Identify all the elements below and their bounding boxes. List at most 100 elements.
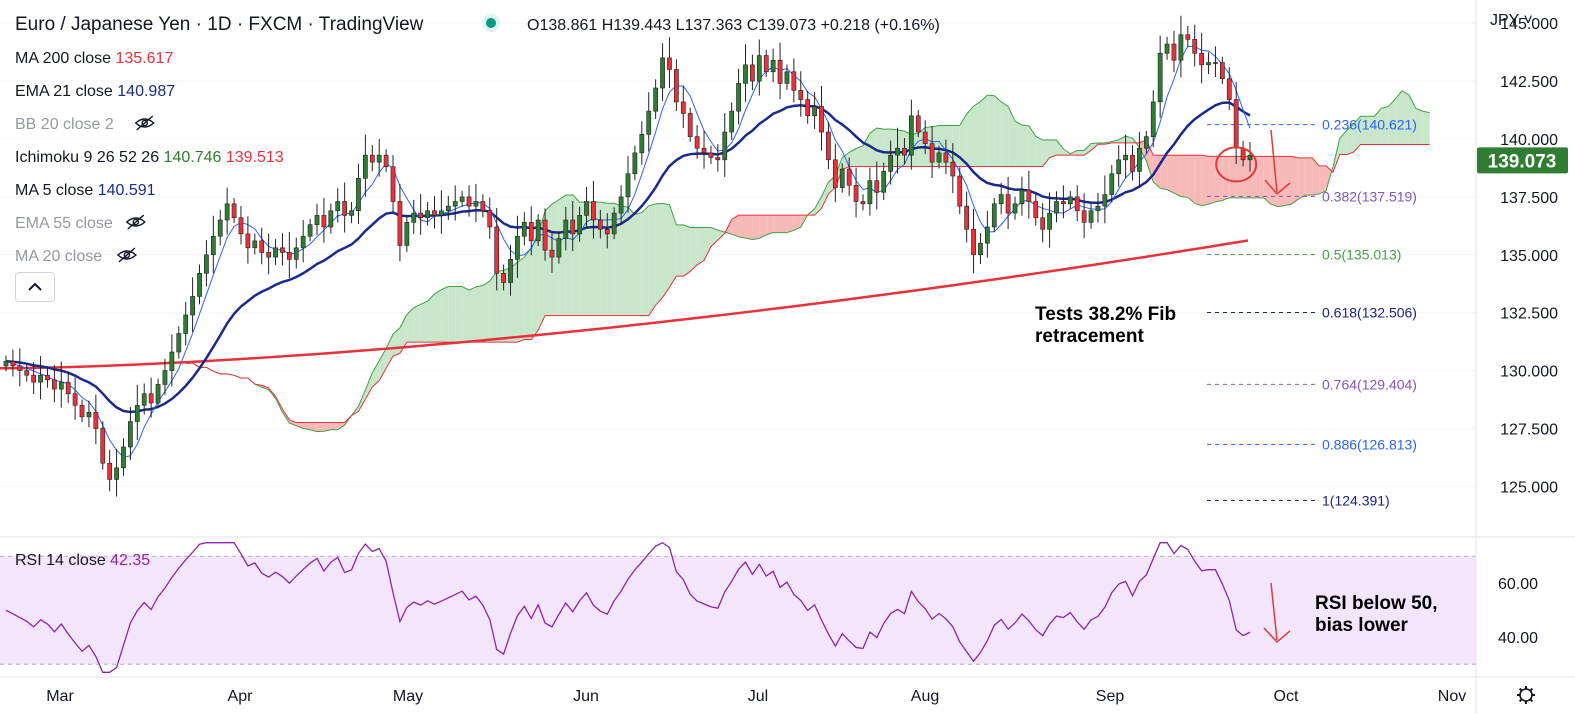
candle-body <box>895 147 900 156</box>
cloud-segment <box>1118 136 1126 143</box>
indicator-value: 135.617 <box>116 50 174 67</box>
y-tick-label: 132.500 <box>1500 306 1558 323</box>
candle-body <box>293 247 299 260</box>
candle-body <box>314 215 320 225</box>
candle-body <box>487 210 493 228</box>
cloud-segment <box>317 422 324 432</box>
candle-body <box>45 374 50 381</box>
x-tick-label: Oct <box>1274 688 1299 705</box>
candle-body <box>680 101 686 114</box>
candle-body <box>1171 43 1177 61</box>
cloud-segment <box>1408 94 1416 145</box>
cloud-segment <box>1208 156 1216 205</box>
cloud-segment <box>710 227 718 247</box>
y-tick-label: 140.000 <box>1500 132 1558 149</box>
cloud-segment <box>1360 116 1368 145</box>
candle-body <box>729 110 735 133</box>
cloud-segment <box>289 419 297 426</box>
candle-body <box>197 272 202 297</box>
ema21-line <box>5 101 1251 414</box>
ma200-path <box>0 239 1249 370</box>
ema21-path <box>5 101 1251 414</box>
candle-body <box>611 212 617 235</box>
indicator-legend-item[interactable]: EMA 55 close <box>15 215 113 232</box>
indicator-value: 140.591 <box>98 182 156 199</box>
candle-body <box>1219 62 1225 80</box>
candle-body <box>639 134 645 154</box>
eye-hidden-icon[interactable] <box>125 214 146 230</box>
gear-ring <box>1519 688 1533 702</box>
eye-pupil <box>123 251 131 259</box>
cloud-segment <box>565 194 573 316</box>
cloud-segment <box>780 215 787 233</box>
cloud-segment <box>1021 125 1029 167</box>
y-tick-label: 130.000 <box>1500 364 1558 381</box>
candle-body <box>1213 62 1218 64</box>
candle-body <box>363 154 368 179</box>
candle-body <box>1150 101 1156 137</box>
chart-title: Euro / Japanese Yen · 1D · FXCM · Tradin… <box>15 14 424 35</box>
indicator-legend-item[interactable]: BB 20 close 2 <box>15 116 114 133</box>
candle-body <box>1081 210 1087 223</box>
eye-slash <box>118 247 136 263</box>
cloud-segment <box>1194 155 1202 206</box>
ma200-line <box>0 239 1249 370</box>
x-tick-label: May <box>393 688 423 705</box>
candle-body <box>832 159 838 188</box>
cloud-segment <box>1049 140 1057 158</box>
cloud-segment <box>676 224 684 277</box>
indicator-legend-item[interactable]: Ichimoku 9 26 52 26 140.746 139.513 <box>15 149 284 166</box>
gear-tooth <box>1518 698 1523 703</box>
collapse-legend-button[interactable] <box>15 272 55 302</box>
candle-body <box>1067 196 1073 205</box>
indicator-legend-item[interactable]: MA 200 close 135.617 <box>15 50 173 67</box>
cloud-segment <box>303 422 311 430</box>
candle-body <box>708 152 714 158</box>
candle-body <box>1095 205 1101 212</box>
candle-body <box>494 226 500 274</box>
cloud-segment <box>358 390 366 412</box>
candle-body <box>217 219 223 237</box>
cloud-segment <box>503 267 511 343</box>
candle-body <box>86 411 92 418</box>
candle-body <box>1199 52 1204 66</box>
fib-label: 0.886(126.813) <box>1322 436 1417 452</box>
cloud-segment <box>1270 156 1278 207</box>
candle-body <box>459 196 465 202</box>
cloud-segment <box>1008 106 1016 167</box>
cloud-segment <box>1042 140 1050 167</box>
cloud-segment <box>1367 116 1375 145</box>
candle-body <box>307 224 313 237</box>
candle-body <box>687 113 693 137</box>
candle-body <box>128 421 133 448</box>
indicator-legend-item[interactable]: MA 20 close <box>15 248 102 265</box>
indicator-legend-item[interactable]: EMA 21 close 140.987 <box>15 83 175 100</box>
candle-body <box>238 217 244 235</box>
cloud-segment <box>496 270 504 343</box>
candle-body <box>867 180 873 205</box>
candle-body <box>584 201 589 216</box>
cloud-segment <box>683 224 691 277</box>
candle-body <box>38 374 43 383</box>
eye-hidden-icon[interactable] <box>134 115 155 131</box>
candle-body <box>1157 52 1163 103</box>
indicator-legend-item[interactable]: MA 5 close 140.591 <box>15 182 156 199</box>
settings-gear-icon[interactable] <box>1517 686 1535 704</box>
last-price-badge <box>1477 147 1568 174</box>
cloud-segment <box>980 95 988 167</box>
y-tick-label: 142.500 <box>1500 74 1558 91</box>
eye-hidden-icon[interactable] <box>116 247 137 263</box>
candle-body <box>72 393 78 406</box>
cloud-segment <box>379 348 387 381</box>
fib-label: 1(124.391) <box>1322 492 1390 508</box>
candle-body <box>121 446 126 469</box>
candle-body <box>356 178 361 212</box>
candle-body <box>943 152 949 163</box>
cloud-segment <box>517 257 525 343</box>
candle-body <box>321 215 327 228</box>
cloud-segment <box>330 422 338 430</box>
indicator-name: MA 200 close <box>15 50 116 67</box>
cloud-segment <box>628 207 635 316</box>
